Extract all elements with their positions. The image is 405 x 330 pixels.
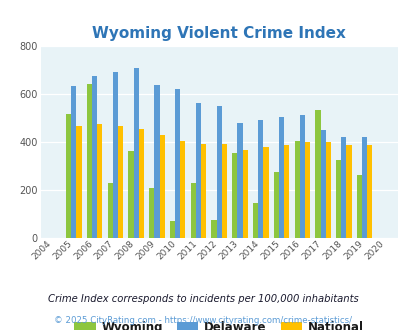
- Bar: [315, 110, 320, 238]
- Bar: [263, 147, 268, 238]
- Bar: [118, 126, 123, 238]
- Bar: [66, 115, 71, 238]
- Bar: [180, 141, 185, 238]
- Bar: [154, 85, 159, 238]
- Bar: [76, 126, 81, 238]
- Bar: [294, 141, 299, 238]
- Title: Wyoming Violent Crime Index: Wyoming Violent Crime Index: [92, 26, 345, 41]
- Bar: [113, 72, 118, 238]
- Bar: [133, 68, 139, 238]
- Text: © 2025 CityRating.com - https://www.cityrating.com/crime-statistics/: © 2025 CityRating.com - https://www.city…: [54, 316, 351, 325]
- Bar: [159, 135, 164, 238]
- Bar: [87, 84, 92, 238]
- Bar: [252, 203, 258, 238]
- Bar: [345, 146, 351, 238]
- Bar: [341, 137, 345, 238]
- Bar: [325, 142, 330, 238]
- Bar: [221, 144, 226, 238]
- Bar: [211, 220, 216, 238]
- Bar: [232, 153, 237, 238]
- Bar: [335, 160, 341, 238]
- Bar: [190, 183, 195, 238]
- Bar: [361, 137, 367, 238]
- Legend: Wyoming, Delaware, National: Wyoming, Delaware, National: [69, 316, 368, 330]
- Bar: [169, 221, 175, 238]
- Bar: [139, 129, 144, 238]
- Bar: [367, 145, 371, 238]
- Bar: [107, 183, 113, 238]
- Bar: [299, 115, 304, 238]
- Bar: [304, 142, 309, 238]
- Bar: [242, 149, 247, 238]
- Bar: [128, 151, 133, 238]
- Bar: [356, 176, 361, 238]
- Bar: [273, 172, 278, 238]
- Bar: [216, 107, 221, 238]
- Bar: [71, 86, 76, 238]
- Bar: [200, 144, 206, 238]
- Bar: [278, 117, 284, 238]
- Bar: [284, 145, 289, 238]
- Bar: [92, 76, 97, 238]
- Bar: [175, 89, 180, 238]
- Bar: [237, 123, 242, 238]
- Bar: [195, 103, 200, 238]
- Bar: [149, 188, 154, 238]
- Bar: [258, 120, 263, 238]
- Bar: [97, 124, 102, 238]
- Text: Crime Index corresponds to incidents per 100,000 inhabitants: Crime Index corresponds to incidents per…: [47, 294, 358, 304]
- Bar: [320, 130, 325, 238]
